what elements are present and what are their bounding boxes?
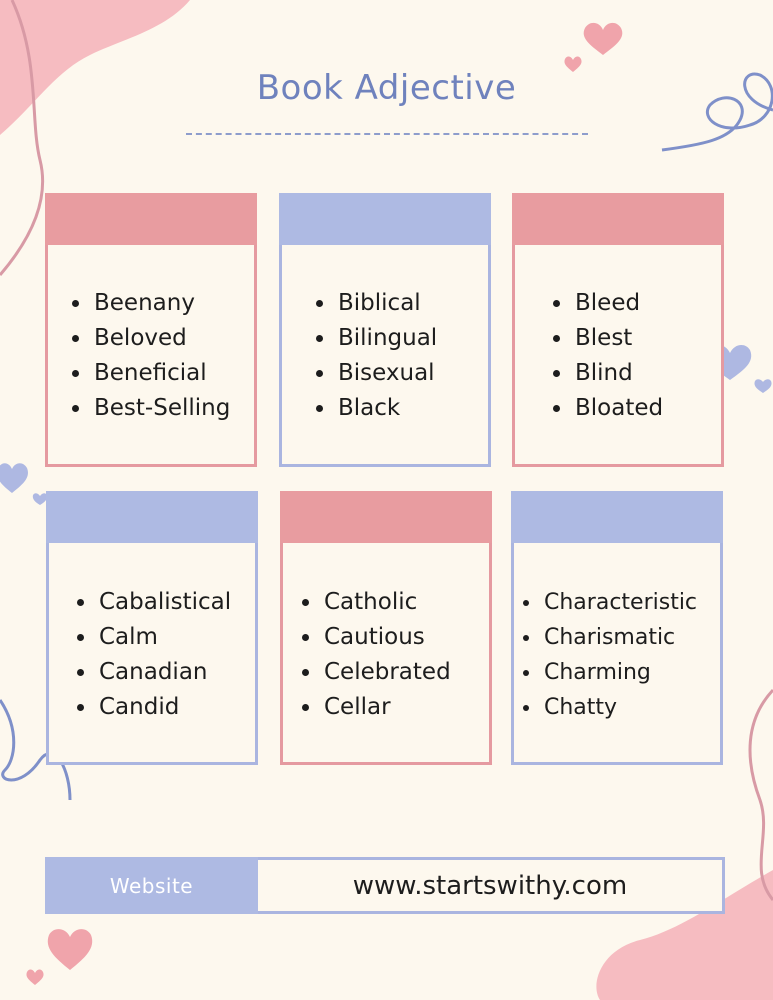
list-item: Black: [336, 391, 437, 426]
list-item: Blind: [573, 356, 663, 391]
list-item: Bisexual: [336, 356, 437, 391]
list-item: Bloated: [573, 391, 663, 426]
website-footer: Website www.startswithy.com: [45, 857, 725, 914]
pink-curve-right: [748, 688, 773, 901]
adjective-list: Biblical Bilingual Bisexual Black: [292, 286, 437, 426]
pink-curve-left: [0, 0, 45, 276]
adjective-card-2: Biblical Bilingual Bisexual Black: [279, 193, 491, 467]
list-item: Blest: [573, 321, 663, 356]
page-title: Book Adjective: [256, 68, 517, 108]
adjective-list: Catholic Cautious Celebrated Cellar: [278, 585, 451, 725]
list-item: Chatty: [542, 690, 697, 725]
card-header: [279, 193, 491, 245]
list-item: Beenany: [92, 286, 230, 321]
adjective-card-3: Bleed Blest Blind Bloated: [512, 193, 724, 467]
list-item: Charming: [542, 655, 697, 690]
list-item: Characteristic: [542, 585, 697, 620]
list-item: Biblical: [336, 286, 437, 321]
website-link[interactable]: www.startswithy.com: [352, 870, 628, 901]
list-item: Canadian: [97, 655, 231, 690]
heart-icon: [564, 22, 623, 72]
list-item: Charismatic: [542, 620, 697, 655]
adjective-list: Bleed Blest Blind Bloated: [529, 286, 663, 426]
website-label: Website: [45, 857, 258, 914]
card-header: [511, 491, 723, 543]
card-header: [45, 193, 257, 245]
adjective-card-1: Beenany Beloved Beneficial Best-Selling: [45, 193, 257, 467]
adjective-list: Characteristic Charismatic Charming Chat…: [498, 585, 697, 725]
card-header: [46, 491, 258, 543]
card-header: [512, 193, 724, 245]
card-header: [280, 491, 492, 543]
heart-icon: [26, 929, 93, 985]
list-item: Cabalistical: [97, 585, 231, 620]
list-item: Beloved: [92, 321, 230, 356]
list-item: Cautious: [322, 620, 451, 655]
adjective-card-5: Catholic Cautious Celebrated Cellar: [280, 491, 492, 765]
title-divider: [186, 133, 588, 135]
list-item: Catholic: [322, 585, 451, 620]
list-item: Calm: [97, 620, 231, 655]
adjective-card-6: Characteristic Charismatic Charming Chat…: [511, 491, 723, 765]
list-item: Bleed: [573, 286, 663, 321]
list-item: Best-Selling: [92, 391, 230, 426]
adjective-list: Cabalistical Calm Canadian Candid: [53, 585, 231, 725]
list-item: Beneficial: [92, 356, 230, 391]
adjective-card-4: Cabalistical Calm Canadian Candid: [46, 491, 258, 765]
list-item: Bilingual: [336, 321, 437, 356]
list-item: Cellar: [322, 690, 451, 725]
list-item: Celebrated: [322, 655, 451, 690]
adjective-list: Beenany Beloved Beneficial Best-Selling: [48, 286, 230, 426]
list-item: Candid: [97, 690, 231, 725]
